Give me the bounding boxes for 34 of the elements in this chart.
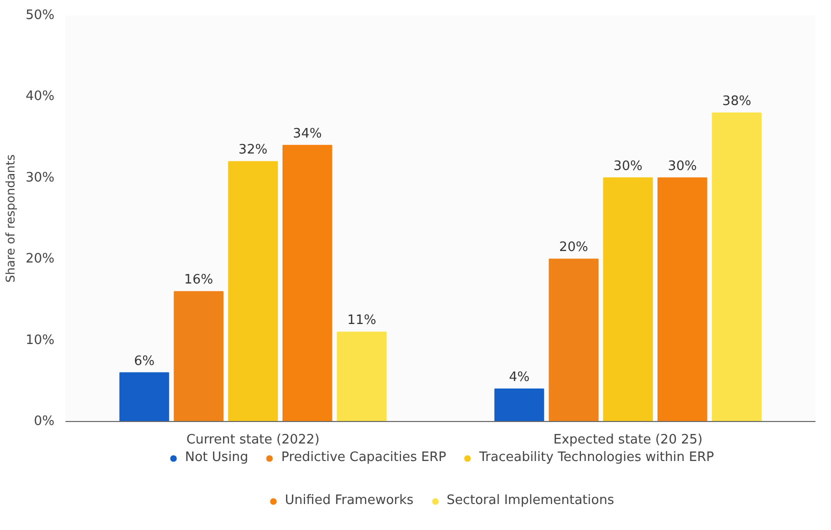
data-label: 11% [347,313,376,328]
x-tick-label: Current state (2022) [186,432,320,448]
y-tick-label: 40% [26,89,55,104]
bar [712,112,762,422]
data-label: 16% [184,272,214,288]
bar [548,258,598,422]
bar [174,291,224,422]
data-label: 38% [722,94,752,109]
legend-label: Predictive Capacities ERP [281,450,446,465]
data-label: 4% [508,370,530,386]
x-tick-label: Expected state (20 25) [553,432,703,448]
legend-label: Sectoral Implementations [446,493,614,508]
data-label: 30% [668,158,697,174]
legend-label: Unified Frameworks [284,493,414,508]
data-label: 6% [134,354,155,369]
data-label: 34% [292,126,322,142]
bar [282,144,332,422]
y-tick-label: 50% [26,8,55,23]
y-tick-label: 10% [26,332,55,348]
y-tick-label: 20% [26,252,55,267]
bar [336,332,387,422]
bar [119,372,170,422]
y-axis-title: Share of respondants [4,154,18,283]
legend-label: Not Using [184,450,248,465]
bar [494,388,544,422]
bar [228,161,278,422]
data-label: 32% [238,142,268,158]
data-label: 30% [614,158,642,174]
legend-label: Traceability Technologies within ERP [479,450,714,465]
data-label: 20% [559,240,588,256]
bar [603,177,653,422]
bar [658,177,708,422]
y-tick-label: 30% [26,170,55,186]
y-tick-label: 0% [34,414,54,429]
